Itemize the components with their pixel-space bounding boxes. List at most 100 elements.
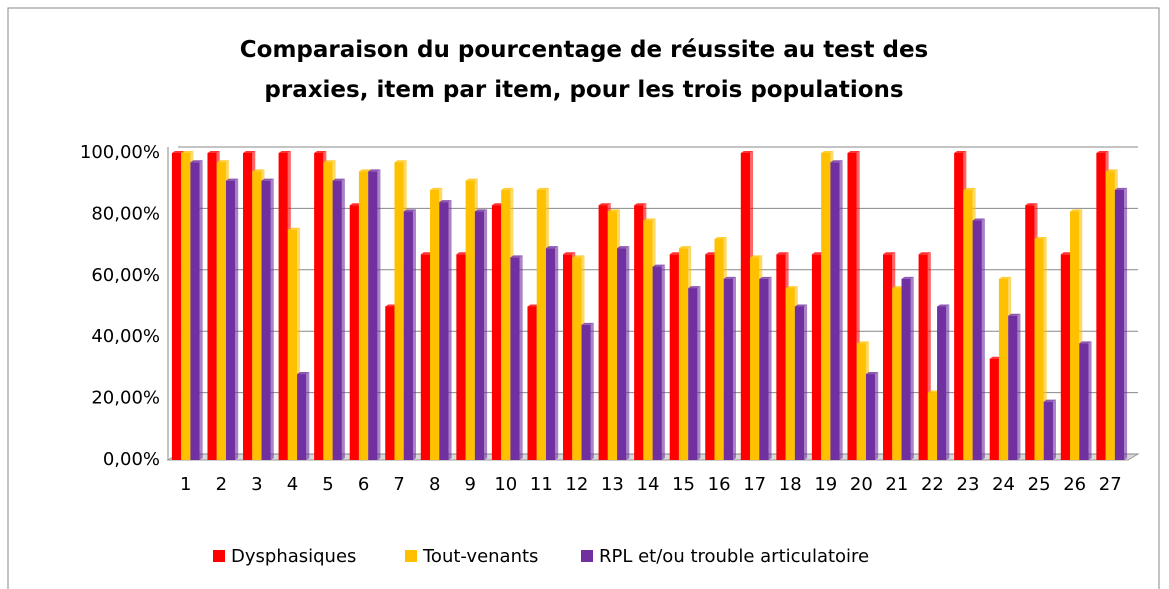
bar-face (385, 304, 398, 307)
bar-face (1043, 401, 1053, 460)
bar-face (403, 209, 416, 212)
bar-face (901, 276, 914, 279)
bar (1114, 187, 1128, 460)
x-tick-label: 9 (464, 474, 475, 495)
bar-face (510, 255, 523, 258)
x-tick-label: 10 (494, 474, 517, 495)
y-tick-label: 60,00% (91, 265, 160, 286)
bar (510, 255, 523, 460)
bar-face (1079, 343, 1089, 460)
bar-face (705, 252, 718, 255)
bar-face (1096, 151, 1109, 153)
bar-face (643, 218, 656, 221)
bar-face (740, 151, 754, 153)
bar-face (171, 153, 182, 460)
bar-face (501, 187, 514, 190)
bar-face (590, 322, 594, 460)
bar-face (1008, 313, 1021, 316)
bar-face (235, 178, 239, 460)
bar-face (527, 306, 537, 460)
bar-face (678, 248, 689, 460)
bar-face (545, 246, 559, 249)
bar-face (634, 203, 647, 206)
bar (545, 246, 559, 460)
bar-face (821, 151, 834, 153)
bar-face (323, 160, 336, 163)
x-tick-label: 22 (921, 474, 944, 495)
bar-face (368, 171, 378, 461)
legend-swatch (213, 550, 225, 562)
bar-face (403, 211, 413, 460)
bar-face (199, 160, 203, 460)
bar-face (669, 252, 682, 255)
bar-face (705, 254, 715, 460)
bar-face (1088, 341, 1092, 460)
bar-face (901, 278, 911, 460)
bar-face (278, 151, 291, 153)
bar-face (555, 246, 559, 460)
bar-face (946, 304, 950, 460)
x-tick-label: 14 (637, 474, 660, 495)
bar-face (207, 151, 220, 153)
bar-face (643, 220, 653, 460)
bar-face (563, 252, 576, 255)
bar (901, 276, 914, 460)
bar-face (1070, 211, 1080, 460)
bar-face (278, 153, 288, 460)
bar-face (804, 304, 808, 460)
bar-face (865, 374, 876, 460)
bar-face (723, 278, 733, 460)
x-tick-label: 7 (393, 474, 404, 495)
bar-face (1034, 238, 1044, 460)
bar-face (527, 304, 540, 307)
bar-face (1060, 252, 1074, 255)
x-tick-label: 8 (429, 474, 440, 495)
bar-face (1096, 153, 1106, 460)
bar-face (171, 151, 185, 153)
x-tick-label: 27 (1099, 474, 1122, 495)
bar-face (484, 209, 488, 460)
bar-face (358, 171, 369, 461)
bar-face (216, 160, 229, 163)
bar-face (420, 252, 434, 255)
bar-face (491, 205, 502, 460)
bar-face (768, 276, 772, 460)
x-tick-label: 26 (1063, 474, 1086, 495)
bar-face (617, 248, 627, 460)
bar-face (349, 205, 359, 460)
x-tick-label: 18 (779, 474, 802, 495)
bar-face (306, 372, 310, 460)
x-tick-label: 11 (530, 474, 553, 495)
bar-face (910, 276, 914, 460)
bar-face (341, 178, 345, 460)
bar-face (491, 203, 505, 206)
x-tick-label: 2 (216, 474, 227, 495)
bar-face (1079, 341, 1092, 344)
bar-face (865, 372, 879, 375)
bar-face (536, 187, 549, 190)
bar-face (598, 205, 608, 460)
bar (688, 286, 701, 460)
bar-face (358, 169, 372, 172)
bar-face (759, 278, 769, 460)
bar-face (607, 211, 618, 460)
bar-face (989, 356, 1002, 359)
bar-face (581, 322, 594, 325)
x-tick-label: 6 (358, 474, 369, 495)
bar-face (474, 211, 485, 460)
bar-face (785, 286, 798, 289)
bar-face (581, 324, 591, 460)
x-tick-label: 3 (251, 474, 262, 495)
bar-face (963, 189, 973, 460)
bar-face (1025, 203, 1038, 206)
bar-face (892, 288, 902, 460)
bar-face (465, 178, 478, 181)
bar-face (1105, 171, 1115, 461)
bar-face (420, 254, 431, 460)
bar-face (394, 162, 404, 460)
bar-face (572, 255, 585, 258)
bar-face (883, 254, 893, 460)
bar-face (519, 255, 523, 460)
bar-face (972, 218, 985, 221)
